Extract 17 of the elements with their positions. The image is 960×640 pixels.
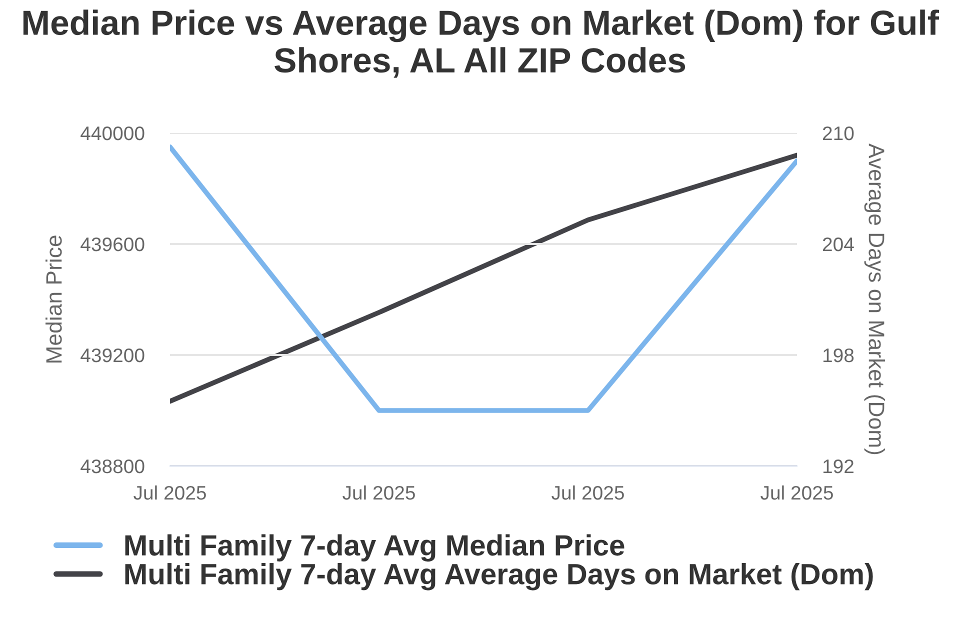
y-axis-title: Median Price	[46, 236, 62, 363]
legend-label: Multi Family 7-day Avg Average Days on Market (Dom)	[125, 563, 873, 590]
y2-tick-label: 204	[822, 237, 854, 252]
legend-label: Multi Family 7-day Avg Median Price	[125, 534, 624, 562]
x-tick-label: Jul 2025	[760, 485, 833, 500]
x-tick-label: Jul 2025	[134, 485, 206, 500]
y2-tick-label: 210	[822, 126, 854, 140]
y-tick-label: 438800	[80, 459, 144, 474]
y-tick-label: 440000	[80, 126, 144, 140]
x-tick-label: Jul 2025	[552, 485, 624, 500]
y-tick-label: 439600	[80, 237, 144, 252]
y2-tick-label: 198	[823, 348, 854, 362]
x-tick-label: Jul 2025	[342, 485, 415, 500]
y2-axis-title: Average Days on Market (Dom)	[864, 144, 885, 454]
y2-tick-label: 192	[823, 459, 854, 474]
chart-title: Median Price vs Average Days on Market (Dom) for Gulf Shores, AL All ZIP Codes	[23, 10, 939, 78]
y-tick-label: 439200	[80, 348, 144, 362]
